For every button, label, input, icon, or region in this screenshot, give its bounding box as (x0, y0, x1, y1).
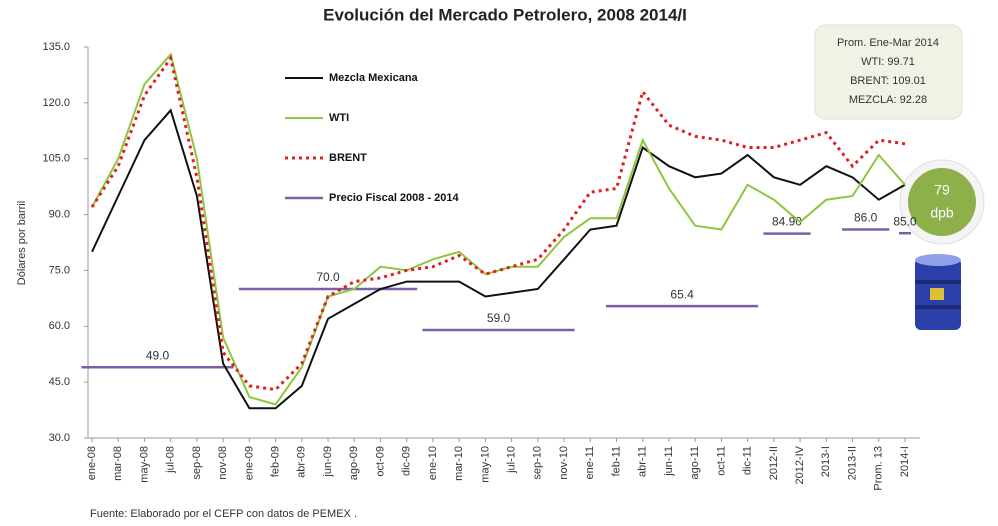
x-tick-label: oct-09 (374, 446, 386, 477)
annotation-line: BRENT: 109.01 (850, 75, 926, 87)
x-tick-label: jun-11 (663, 446, 675, 477)
annotation-line: Prom. Ene-Mar 2014 (837, 37, 939, 49)
x-tick-label: jul-08 (165, 446, 177, 474)
badge (908, 168, 976, 236)
x-tick-label: nov-08 (217, 446, 229, 480)
fiscal-label: 49.0 (146, 348, 170, 362)
source-note: Fuente: Elaborado por el CEFP con datos … (90, 508, 357, 520)
badge-unit: dpb (930, 205, 954, 221)
x-tick-label: abr-11 (637, 446, 649, 477)
legend-label: Precio Fiscal 2008 - 2014 (329, 192, 460, 204)
fiscal-label: 86.0 (854, 211, 878, 225)
x-tick-label: ene-11 (584, 446, 596, 479)
x-tick-label: dic-09 (401, 446, 413, 476)
y-axis-label: Dólares por barril (16, 201, 28, 285)
x-tick-label: Prom. 13 (873, 446, 885, 491)
barrel-icon (915, 254, 961, 330)
x-tick-label: feb-11 (610, 446, 622, 476)
x-tick-label: 2012-IV (794, 445, 806, 484)
x-tick-label: 2013-II (846, 446, 858, 480)
x-tick-label: nov-10 (558, 446, 570, 480)
y-tick-label: 30.0 (49, 432, 70, 444)
x-tick-label: may-10 (479, 446, 491, 483)
x-tick-label: ene-10 (427, 446, 439, 480)
annotation-line: MEZCLA: 92.28 (849, 94, 927, 106)
legend-label: Mezcla Mexicana (329, 72, 419, 84)
x-tick-label: oct-11 (715, 446, 727, 476)
x-tick-label: dic-11 (742, 446, 754, 475)
x-tick-label: abr-09 (296, 446, 308, 478)
x-tick-label: mar-10 (453, 446, 465, 481)
x-tick-label: feb-09 (269, 446, 281, 477)
y-tick-label: 90.0 (49, 208, 70, 220)
y-tick-label: 105.0 (42, 153, 70, 165)
legend-label: WTI (329, 112, 349, 124)
x-tick-label: sep-10 (532, 446, 544, 480)
x-tick-label: sep-08 (191, 446, 203, 480)
y-tick-label: 45.0 (49, 376, 70, 388)
chart: Evolución del Mercado Petrolero, 2008 20… (0, 0, 998, 526)
x-tick-label: 2012-II (768, 446, 780, 480)
fiscal-label: 70.0 (316, 270, 340, 284)
x-tick-label: jun-09 (322, 446, 334, 478)
x-tick-label: mar-08 (112, 446, 124, 481)
series-line (92, 54, 905, 404)
series-line (92, 110, 905, 408)
x-tick-label: 2013-I (820, 446, 832, 477)
y-tick-label: 60.0 (49, 320, 70, 332)
x-tick-label: ago-09 (348, 446, 360, 480)
x-tick-label: ene-08 (86, 446, 98, 480)
x-tick-label: may-08 (138, 446, 150, 483)
badge-value: 79 (934, 182, 950, 198)
legend-label: BRENT (329, 152, 367, 164)
x-tick-label: ago-11 (689, 446, 701, 479)
y-tick-label: 120.0 (42, 97, 70, 109)
fiscal-label: 84.90 (772, 215, 802, 229)
fiscal-label: 85.0 (893, 214, 917, 228)
fiscal-label: 59.0 (487, 311, 511, 325)
y-tick-label: 135.0 (42, 41, 70, 53)
annotation-line: WTI: 99.71 (861, 56, 915, 68)
y-tick-label: 75.0 (49, 264, 70, 276)
fiscal-label: 65.4 (670, 287, 694, 301)
x-tick-label: ene-09 (243, 446, 255, 480)
x-tick-label: 2014-I (899, 446, 911, 477)
chart-title: Evolución del Mercado Petrolero, 2008 20… (323, 5, 687, 24)
x-tick-label: jul-10 (506, 446, 518, 474)
